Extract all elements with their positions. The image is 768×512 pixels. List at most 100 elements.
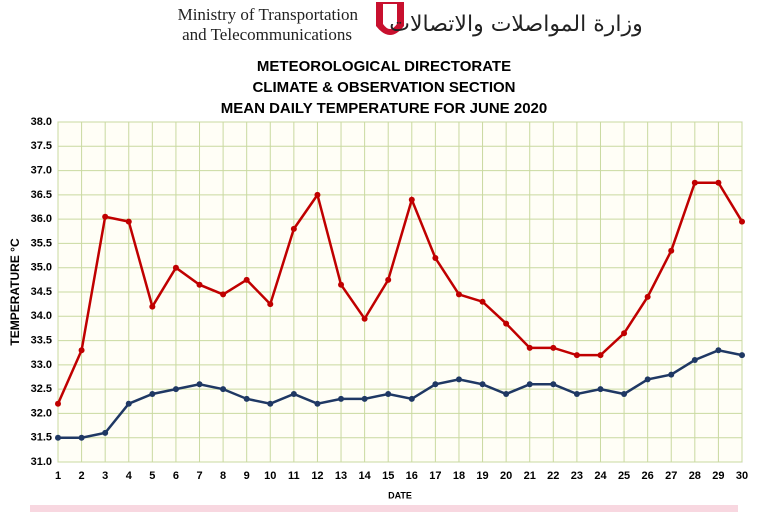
data-point	[739, 218, 745, 225]
data-point	[314, 400, 321, 407]
data-point	[503, 391, 510, 397]
data-point	[526, 381, 533, 388]
y-tick-label: 36.0	[31, 213, 52, 225]
data-point	[479, 298, 486, 305]
data-point	[172, 386, 179, 393]
x-tick-label: 3	[102, 470, 108, 482]
x-tick-label: 25	[618, 470, 630, 482]
data-point	[338, 395, 345, 402]
x-tick-label: 14	[358, 470, 371, 482]
x-axis-label: DATE	[388, 490, 412, 500]
y-tick-label: 35.0	[31, 262, 52, 274]
data-point	[149, 303, 156, 310]
data-point	[408, 196, 415, 203]
data-point	[338, 281, 345, 288]
data-point	[573, 352, 580, 359]
x-tick-label: 7	[196, 470, 202, 482]
x-tick-label: 26	[642, 470, 654, 482]
data-point	[550, 381, 557, 388]
data-point	[621, 330, 628, 337]
data-point	[149, 391, 156, 397]
data-point	[78, 347, 85, 354]
data-point	[432, 255, 439, 261]
x-tick-label: 23	[571, 470, 583, 482]
x-tick-label: 20	[500, 470, 512, 482]
data-point	[78, 434, 85, 441]
ministry-ar: وزارة المواصلات والاتصالات	[389, 12, 642, 37]
x-tick-label: 30	[736, 470, 748, 482]
y-tick-label: 34.0	[31, 310, 52, 322]
y-tick-label: 31.0	[31, 456, 52, 468]
y-tick-label: 38.0	[31, 116, 52, 128]
y-tick-label: 31.5	[31, 432, 52, 444]
data-point	[125, 218, 132, 225]
data-point	[715, 179, 722, 186]
y-tick-label: 33.0	[31, 359, 52, 371]
series-line	[56, 181, 744, 405]
chart-title: CLIMATE & OBSERVATION SECTION	[252, 79, 515, 96]
x-tick-label: 9	[244, 470, 250, 482]
data-point	[267, 400, 274, 407]
x-tick-label: 17	[429, 470, 441, 482]
series-line	[58, 348, 743, 439]
x-tick-label: 13	[335, 470, 347, 482]
data-point	[55, 400, 61, 407]
x-tick-label: 24	[594, 470, 607, 482]
data-point	[385, 391, 392, 397]
data-point	[503, 320, 510, 327]
data-point	[668, 371, 675, 378]
x-tick-label: 28	[689, 470, 701, 482]
y-tick-label: 35.5	[31, 237, 52, 249]
x-tick-label: 12	[311, 470, 323, 482]
y-tick-label: 37.0	[31, 164, 52, 176]
data-point	[172, 264, 179, 271]
x-tick-label: 27	[665, 470, 677, 482]
data-point	[408, 395, 415, 402]
x-tick-label: 18	[453, 470, 465, 482]
x-tick-label: 16	[406, 470, 418, 482]
y-tick-label: 33.5	[31, 334, 52, 346]
data-point	[220, 291, 227, 298]
data-point	[314, 191, 321, 198]
data-point	[361, 395, 368, 402]
y-tick-label: 34.5	[31, 286, 52, 298]
data-point	[597, 386, 604, 393]
data-point	[361, 315, 368, 322]
data-point	[455, 376, 462, 383]
x-tick-label: 1	[55, 470, 61, 482]
data-point	[385, 276, 392, 283]
x-tick-label: 10	[264, 470, 276, 482]
y-tick-label: 37.5	[31, 140, 52, 152]
data-point	[243, 276, 250, 283]
x-tick-label: 15	[382, 470, 394, 482]
data-point	[691, 179, 698, 186]
data-point	[715, 347, 722, 354]
data-point	[597, 352, 604, 359]
x-tick-label: 4	[126, 470, 133, 482]
x-tick-label: 19	[476, 470, 488, 482]
chart-title: METEOROLOGICAL DIRECTORATE	[257, 58, 511, 75]
data-point	[196, 381, 203, 388]
data-point	[691, 357, 698, 363]
y-axis-label: TEMPERATURE °C	[8, 238, 22, 346]
data-point	[621, 391, 628, 397]
x-tick-label: 22	[547, 470, 559, 482]
data-point	[432, 381, 439, 388]
x-tick-label: 21	[524, 470, 536, 482]
data-point	[125, 400, 132, 407]
data-point	[290, 225, 297, 232]
data-point	[526, 344, 533, 351]
data-point	[739, 352, 745, 359]
data-point	[573, 391, 580, 397]
chart-title: MEAN DAILY TEMPERATURE FOR JUNE 2020	[221, 100, 547, 117]
data-point	[479, 381, 486, 388]
data-point	[102, 429, 109, 436]
x-tick-label: 5	[149, 470, 155, 482]
y-tick-label: 36.5	[31, 189, 52, 201]
x-tick-label: 8	[220, 470, 226, 482]
data-point	[267, 301, 274, 308]
data-point	[668, 247, 675, 254]
x-tick-label: 29	[712, 470, 724, 482]
x-tick-label: 6	[173, 470, 179, 482]
